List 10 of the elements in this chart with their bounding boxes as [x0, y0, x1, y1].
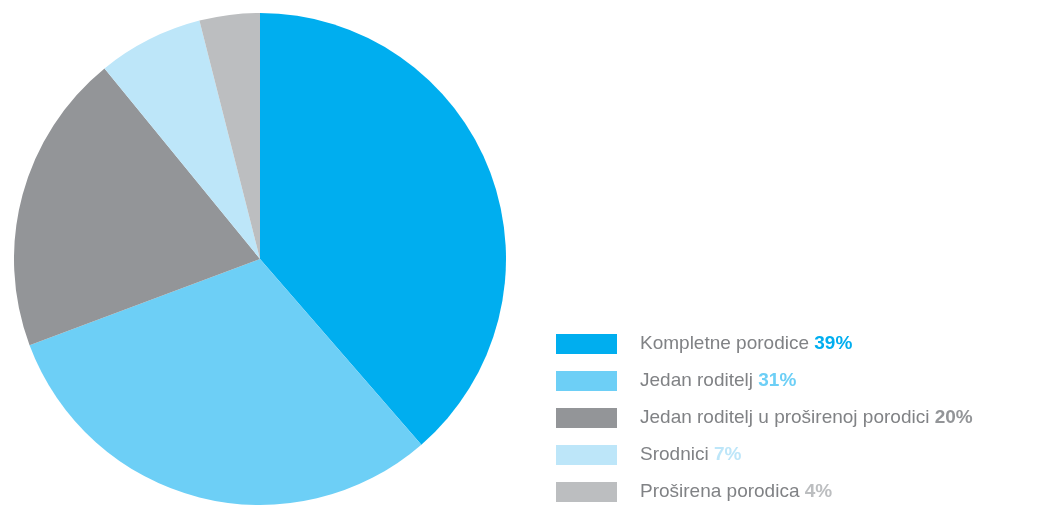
data-label: 20% [934, 406, 973, 428]
data-label: 31% [758, 369, 797, 391]
legend-label: Kompletne porodice [640, 332, 809, 354]
data-label: 4% [804, 480, 833, 502]
legend-label: Proširena porodica [640, 480, 800, 502]
data-label: 39% [814, 332, 853, 354]
legend-label: Jedan roditelj [640, 369, 754, 391]
legend-label: Srodnici [640, 443, 709, 465]
data-label: 7% [713, 443, 742, 465]
legend-label: Jedan roditelj u proširenoj porodici [640, 406, 930, 428]
